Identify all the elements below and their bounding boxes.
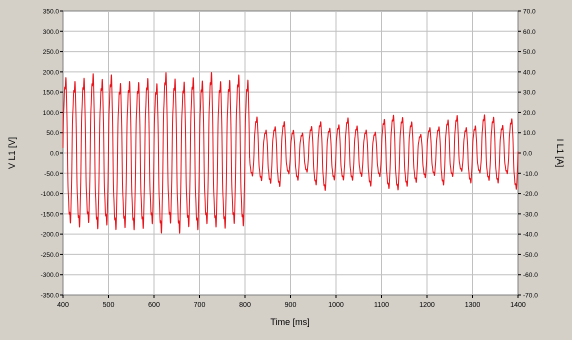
x-tick-label: 500	[103, 302, 115, 309]
y-tick-label-right: -30.0	[523, 211, 538, 218]
x-tick-label: 1000	[328, 302, 344, 309]
x-tick-label: 400	[57, 302, 69, 309]
y-tick-label-left: -50.0	[44, 171, 59, 178]
y-tick-label-right: -70.0	[523, 293, 538, 300]
y-tick-label-left: 150.0	[43, 90, 60, 97]
y-tick-label-left: -300.0	[41, 272, 60, 279]
x-tick-label: 700	[194, 302, 206, 309]
series-layer	[62, 71, 519, 234]
y-tick-label-right: -40.0	[523, 232, 538, 239]
y-axis-label-left: V L1 [V]	[7, 137, 17, 169]
y-tick-label-left: 350.0	[43, 9, 60, 16]
y-tick-label-right: 30.0	[523, 90, 536, 97]
y-tick-label-left: 50.0	[46, 130, 59, 137]
y-tick-label-left: 100.0	[43, 110, 60, 117]
y-tick-label-right: 10.0	[523, 130, 536, 137]
y-tick-label-left: 200.0	[43, 69, 60, 76]
y-tick-label-right: 70.0	[523, 9, 536, 16]
y-tick-label-right: 0.0	[523, 151, 532, 158]
y-tick-label-right: -10.0	[523, 171, 538, 178]
tick-labels: 400 500 600 700 800 900 1000 1100 1200 1300 1400 35…	[41, 9, 539, 310]
y-tick-label-right: 40.0	[523, 69, 536, 76]
x-axis-label: Time [ms]	[270, 317, 309, 327]
x-tick-label: 1100	[374, 302, 389, 309]
y-axis-label-right: I L1 [A]	[555, 139, 565, 168]
grid-lines	[63, 11, 518, 295]
y-tick-label-right: 50.0	[523, 49, 536, 56]
y-tick-label-left: -150.0	[41, 211, 60, 218]
y-tick-label-left: 250.0	[43, 49, 60, 56]
waveform-series-line	[62, 71, 519, 234]
y-tick-label-left: -250.0	[41, 252, 60, 259]
y-tick-label-right: -50.0	[523, 252, 538, 259]
y-tick-label-right: 20.0	[523, 110, 536, 117]
y-tick-label-right: -20.0	[523, 191, 538, 198]
y-tick-label-left: 300.0	[43, 29, 60, 36]
x-tick-label: 1200	[419, 302, 435, 309]
x-tick-label: 600	[148, 302, 160, 309]
x-tick-label: 1300	[465, 302, 481, 309]
x-tick-label: 900	[285, 302, 297, 309]
x-tick-label: 1400	[510, 302, 526, 309]
y-tick-label-left: 0.0	[50, 151, 59, 158]
x-tick-label: 800	[239, 302, 251, 309]
y-tick-label-left: -350.0	[41, 293, 60, 300]
y-tick-label-right: 60.0	[523, 29, 536, 36]
y-tick-label-right: -60.0	[523, 272, 538, 279]
y-tick-label-left: -200.0	[41, 232, 60, 239]
y-tick-label-left: -100.0	[41, 191, 60, 198]
